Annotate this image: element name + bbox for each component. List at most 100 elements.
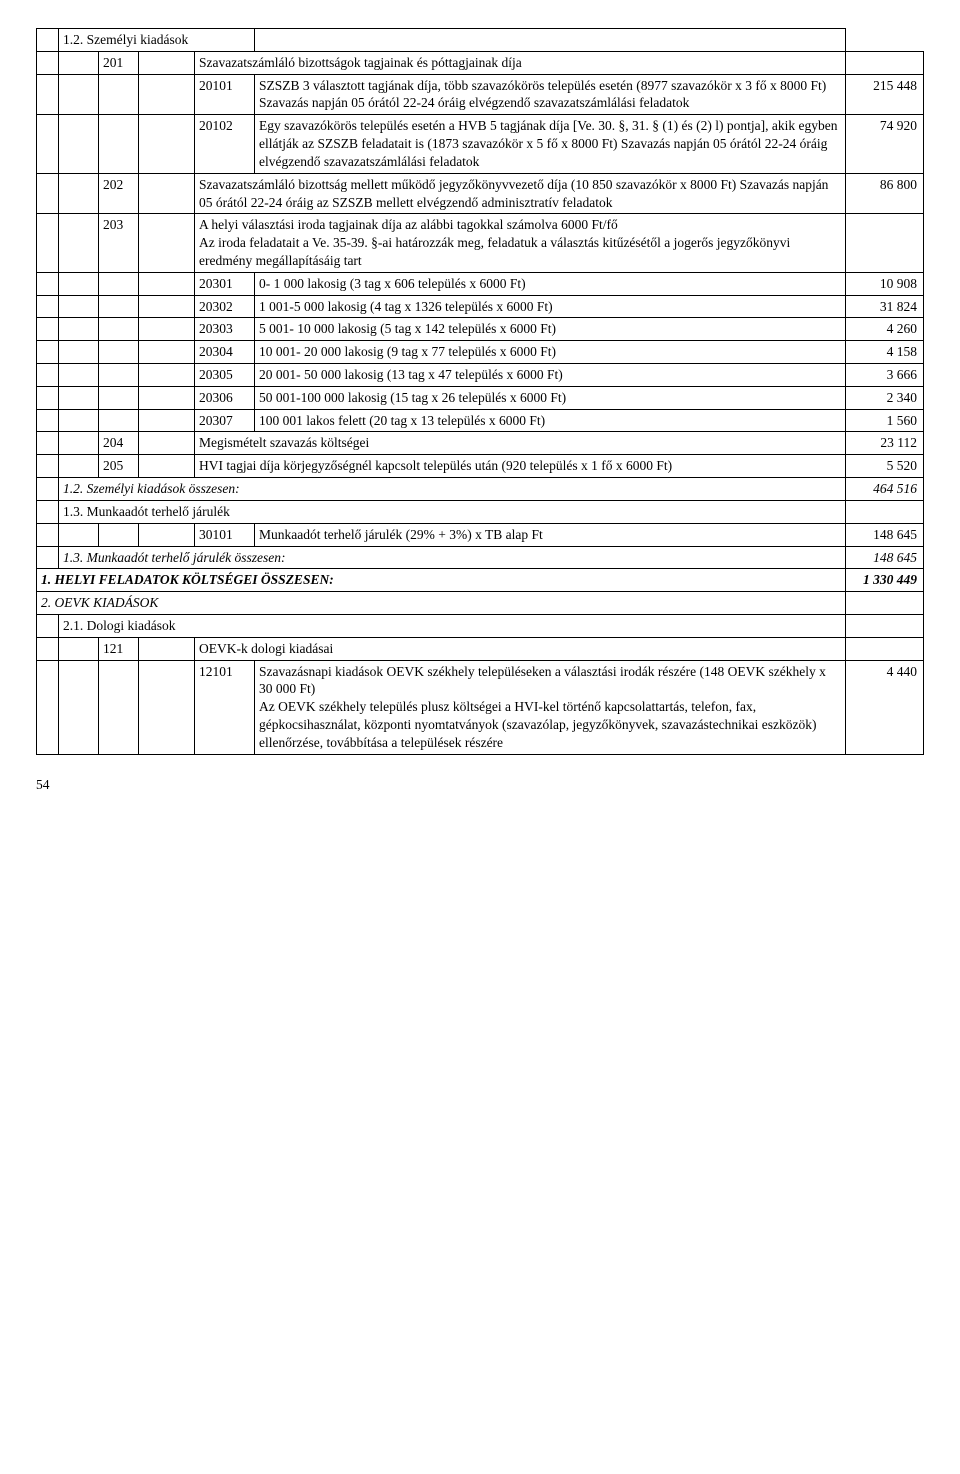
cell <box>37 455 59 478</box>
cell <box>846 51 924 74</box>
cell <box>139 318 195 341</box>
cell: 20 001- 50 000 lakosig (13 tag x 47 tele… <box>255 364 846 387</box>
cell: Munkaadót terhelő járulék (29% + 3%) x T… <box>255 523 846 546</box>
cell: 3 666 <box>846 364 924 387</box>
cell <box>139 51 195 74</box>
cell <box>59 272 99 295</box>
cell: 201 <box>99 51 139 74</box>
cell <box>37 318 59 341</box>
cell <box>139 272 195 295</box>
cell <box>139 386 195 409</box>
table-row: 205HVI tagjai díja körjegyzőségnél kapcs… <box>37 455 924 478</box>
cell <box>139 341 195 364</box>
cell <box>139 115 195 173</box>
cell: 1.2. Személyi kiadások <box>59 29 255 52</box>
table-row: 2030410 001- 20 000 lakosig (9 tag x 77 … <box>37 341 924 364</box>
cell <box>139 364 195 387</box>
cell <box>99 409 139 432</box>
cell: 2.1. Dologi kiadások <box>59 614 846 637</box>
cell: 464 516 <box>846 478 924 501</box>
cell: 203 <box>99 214 139 272</box>
cell <box>37 637 59 660</box>
cell: 1.3. Munkaadót terhelő járulék összesen: <box>59 546 846 569</box>
cell <box>139 409 195 432</box>
cell <box>139 660 195 754</box>
cell: 100 001 lakos felett (20 tag x 13 telepü… <box>255 409 846 432</box>
cell: 202 <box>99 173 139 214</box>
cell <box>139 523 195 546</box>
cell: 30101 <box>195 523 255 546</box>
cell: Szavazásnapi kiadások OEVK székhely tele… <box>255 660 846 754</box>
cell: 1 001-5 000 lakosig (4 tag x 1326 telepü… <box>255 295 846 318</box>
cell: 20102 <box>195 115 255 173</box>
cell: SZSZB 3 választott tagjának díja, több s… <box>255 74 846 115</box>
cell <box>37 364 59 387</box>
cell <box>846 637 924 660</box>
cell <box>59 318 99 341</box>
cell <box>99 295 139 318</box>
cell: 12101 <box>195 660 255 754</box>
cell <box>59 386 99 409</box>
cell <box>846 614 924 637</box>
cell <box>846 500 924 523</box>
cell <box>139 214 195 272</box>
cell: 4 440 <box>846 660 924 754</box>
cell <box>37 115 59 173</box>
cell: 50 001-100 000 lakosig (15 tag x 26 tele… <box>255 386 846 409</box>
cell <box>37 214 59 272</box>
budget-table-body: 1.2. Személyi kiadások201 Szavazatszámlál… <box>37 29 924 755</box>
cell: 20302 <box>195 295 255 318</box>
cell <box>37 386 59 409</box>
table-row: 203035 001- 10 000 lakosig (5 tag x 142 … <box>37 318 924 341</box>
cell <box>37 432 59 455</box>
cell <box>99 660 139 754</box>
table-row: 203021 001-5 000 lakosig (4 tag x 1326 t… <box>37 295 924 318</box>
cell: 20306 <box>195 386 255 409</box>
cell <box>59 364 99 387</box>
cell <box>59 409 99 432</box>
cell: 86 800 <box>846 173 924 214</box>
table-row: 1.2. Személyi kiadások összesen:464 516 <box>37 478 924 501</box>
cell: 10 908 <box>846 272 924 295</box>
cell: 121 <box>99 637 139 660</box>
cell: 204 <box>99 432 139 455</box>
table-row: 202 Szavazatszámláló bizottság mellett mű… <box>37 173 924 214</box>
cell <box>59 214 99 272</box>
table-row: 2030520 001- 50 000 lakosig (13 tag x 47… <box>37 364 924 387</box>
table-row: 1.3. Munkaadót terhelő járulék összesen:… <box>37 546 924 569</box>
cell: 10 001- 20 000 lakosig (9 tag x 77 telep… <box>255 341 846 364</box>
table-row: 12101Szavazásnapi kiadások OEVK székhely… <box>37 660 924 754</box>
cell <box>99 318 139 341</box>
cell: 0- 1 000 lakosig (3 tag x 606 település … <box>255 272 846 295</box>
table-row: 2. OEVK KIADÁSOK <box>37 592 924 615</box>
cell: 148 645 <box>846 523 924 546</box>
cell: 20301 <box>195 272 255 295</box>
cell <box>139 295 195 318</box>
cell: 31 824 <box>846 295 924 318</box>
cell <box>99 364 139 387</box>
table-row: 203A helyi választási iroda tagjainak dí… <box>37 214 924 272</box>
cell <box>37 546 59 569</box>
cell <box>139 455 195 478</box>
cell: 1. HELYI FELADATOK KÖLTSÉGEI ÖSSZESEN: <box>37 569 846 592</box>
cell <box>37 341 59 364</box>
cell <box>139 74 195 115</box>
cell <box>59 432 99 455</box>
cell <box>59 523 99 546</box>
table-row: 203010- 1 000 lakosig (3 tag x 606 telep… <box>37 272 924 295</box>
cell <box>99 341 139 364</box>
cell: 20303 <box>195 318 255 341</box>
cell: 20304 <box>195 341 255 364</box>
cell: 148 645 <box>846 546 924 569</box>
cell <box>37 29 59 52</box>
cell: 215 448 <box>846 74 924 115</box>
cell: 5 001- 10 000 lakosig (5 tag x 142 telep… <box>255 318 846 341</box>
cell <box>59 637 99 660</box>
table-row: 204Megismételt szavazás költségei23 112 <box>37 432 924 455</box>
cell <box>846 592 924 615</box>
cell: 205 <box>99 455 139 478</box>
cell: 74 920 <box>846 115 924 173</box>
cell <box>59 295 99 318</box>
cell: Szavazatszámláló bizottság mellett működ… <box>195 173 846 214</box>
cell <box>37 614 59 637</box>
